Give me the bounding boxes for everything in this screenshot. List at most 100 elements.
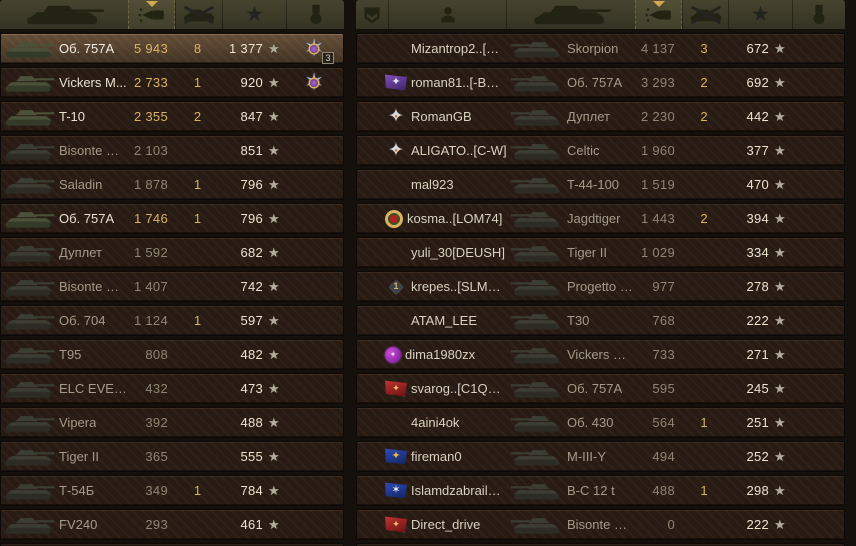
xp-star-icon: ★ xyxy=(268,380,280,396)
enemy-row[interactable]: ATAM_LEE T30 768 222 ★ xyxy=(356,305,845,336)
damage-value: 349 xyxy=(145,483,168,498)
ally-row[interactable]: T-10 2 355 2 847 ★ xyxy=(0,101,344,132)
vehicle-name: Tiger II xyxy=(59,449,99,464)
xp-value: 555 xyxy=(240,449,264,464)
header-damage-column[interactable] xyxy=(128,0,175,29)
xp-star-icon: ★ xyxy=(774,278,786,294)
destroyed-tank-icon xyxy=(690,5,721,24)
damage-icon xyxy=(137,7,164,22)
frags-value xyxy=(681,374,727,403)
vehicle-name: Bisonte C45 xyxy=(567,517,634,532)
damage-value: 1 746 xyxy=(133,211,168,226)
medal-icon xyxy=(310,4,321,24)
tank-icon xyxy=(1,68,57,97)
ally-row[interactable]: Tiger II 365 555 ★ xyxy=(0,441,344,472)
enemy-team-header: ★ xyxy=(356,0,845,30)
enemy-row[interactable]: kosma..[LOM74] Jagdtiger 1 443 2 394 ★ xyxy=(356,203,845,234)
enemy-row[interactable]: 4aini4ok Об. 430 564 1 251 ★ xyxy=(356,407,845,438)
damage-value: 1 960 xyxy=(640,143,675,158)
xp-value: 796 xyxy=(240,177,264,192)
vehicle-name: Saladin xyxy=(59,177,103,192)
vehicle-name: Об. 757А xyxy=(567,75,623,90)
damage-value: 1 878 xyxy=(133,177,168,192)
player-name: dima1980zx xyxy=(405,347,476,362)
damage-value: 2 103 xyxy=(133,143,168,158)
vehicle-name: Дуплет xyxy=(59,245,102,260)
header-vehicle-column[interactable] xyxy=(506,0,635,29)
enemy-row[interactable]: fireman0 M-III-Y 494 252 ★ xyxy=(356,441,845,472)
frags-value xyxy=(174,238,221,267)
player-name: roman81..[-BSN] xyxy=(411,75,507,90)
ally-row[interactable]: Т-54Б 349 1 784 ★ xyxy=(0,475,344,506)
damage-value: 1 592 xyxy=(133,245,168,260)
ally-row[interactable]: Об. 757А 1 746 1 796 ★ xyxy=(0,203,344,234)
enemy-row[interactable]: yuli_30[DEUSH] Tiger II 1 029 334 ★ xyxy=(356,237,845,268)
header-vehicle-column[interactable] xyxy=(0,0,128,29)
vehicle-name: Bisonte C45 xyxy=(59,279,127,294)
damage-value: 808 xyxy=(145,347,168,362)
header-xp-column[interactable]: ★ xyxy=(728,0,792,29)
ally-row[interactable]: ELC EVEN 90 432 473 ★ xyxy=(0,373,344,404)
ally-row[interactable]: Об. 757А 5 943 8 1 377 ★ 3 xyxy=(0,33,344,64)
enemy-row[interactable]: roman81..[-BSN] Об. 757А 3 293 2 692 ★ xyxy=(356,67,845,98)
xp-star-icon: ★ xyxy=(268,210,280,226)
header-player-column[interactable] xyxy=(388,0,506,29)
damage-value: 365 xyxy=(145,449,168,464)
xp-value: 377 xyxy=(746,143,770,158)
player-name: 4aini4ok xyxy=(411,415,460,430)
enemy-row[interactable]: Mizantrop2..[SHAMO] Skorpion 4 137 3 672… xyxy=(356,33,845,64)
enemy-row[interactable]: Islamdzabrailov.. B-C 12 t 488 1 298 ★ xyxy=(356,475,845,506)
header-xp-column[interactable]: ★ xyxy=(222,0,286,29)
vehicle-name: Vickers M... xyxy=(567,347,634,362)
next-row-sliver xyxy=(0,543,344,546)
header-rank-column[interactable] xyxy=(356,0,388,29)
ally-row[interactable]: Bisonte C45 1 407 742 ★ xyxy=(0,271,344,302)
frags-value: 1 xyxy=(193,211,202,226)
damage-value: 768 xyxy=(652,313,675,328)
enemy-row[interactable]: RomanGB Дуплет 2 230 2 442 ★ xyxy=(356,101,845,132)
ally-row[interactable]: Saladin 1 878 1 796 ★ xyxy=(0,169,344,200)
enemy-row[interactable]: krepes..[SLMSK] Progetto 54 977 278 ★ xyxy=(356,271,845,302)
sort-descending-icon xyxy=(652,1,665,7)
frags-value: 1 xyxy=(193,313,202,328)
header-medals-column[interactable] xyxy=(286,0,344,29)
player-name: Islamdzabrailov.. xyxy=(411,483,507,498)
ally-row[interactable]: Vickers M... 2 733 1 920 ★ xyxy=(0,67,344,98)
medal-count-badge: 3 xyxy=(322,51,334,64)
frags-value: 1 xyxy=(700,483,708,498)
vehicle-name: T30 xyxy=(567,313,590,328)
enemy-row[interactable]: mal923 T-44-100 1 519 470 ★ xyxy=(356,169,845,200)
vehicle-name: Jagdtiger xyxy=(567,211,621,226)
damage-value: 1 124 xyxy=(133,313,168,328)
vehicle-name: Об. 430 xyxy=(567,415,614,430)
player-name: svarog..[C1QWN] xyxy=(411,381,507,396)
frags-value xyxy=(174,408,221,437)
ally-row[interactable]: Bisonte C45 2 103 851 ★ xyxy=(0,135,344,166)
enemy-row[interactable]: dima1980zx Vickers M... 733 271 ★ xyxy=(356,339,845,370)
ally-row[interactable]: T95 808 482 ★ xyxy=(0,339,344,370)
tank-icon xyxy=(507,170,565,199)
xp-star-icon: ★ xyxy=(268,278,280,294)
header-medals-column[interactable] xyxy=(792,0,845,29)
tank-icon xyxy=(1,408,57,437)
rank-chevron-icon xyxy=(364,7,380,23)
header-frags-column[interactable] xyxy=(175,0,222,29)
enemy-row[interactable]: Direct_drive Bisonte C45 0 222 ★ xyxy=(356,509,845,540)
damage-value: 5 943 xyxy=(133,41,168,56)
header-frags-column[interactable] xyxy=(682,0,728,29)
enemy-row[interactable]: ALIGATO..[C-W] Celtic 1 960 377 ★ xyxy=(356,135,845,166)
xp-star-icon: ★ xyxy=(268,448,280,464)
tank-icon xyxy=(507,204,565,233)
tank-icon xyxy=(1,510,57,539)
ally-row[interactable]: FV240 293 461 ★ xyxy=(0,509,344,540)
player-name: ATAM_LEE xyxy=(411,313,477,328)
frags-value xyxy=(681,170,727,199)
header-damage-column[interactable] xyxy=(635,0,682,29)
xp-star-icon: ★ xyxy=(774,346,786,362)
enemy-row[interactable]: svarog..[C1QWN] Об. 757А 595 245 ★ xyxy=(356,373,845,404)
frags-value xyxy=(174,374,221,403)
xp-star-icon: ★ xyxy=(268,108,280,124)
ally-row[interactable]: Об. 704 1 124 1 597 ★ xyxy=(0,305,344,336)
ally-row[interactable]: Дуплет 1 592 682 ★ xyxy=(0,237,344,268)
ally-row[interactable]: Vipera 392 488 ★ xyxy=(0,407,344,438)
